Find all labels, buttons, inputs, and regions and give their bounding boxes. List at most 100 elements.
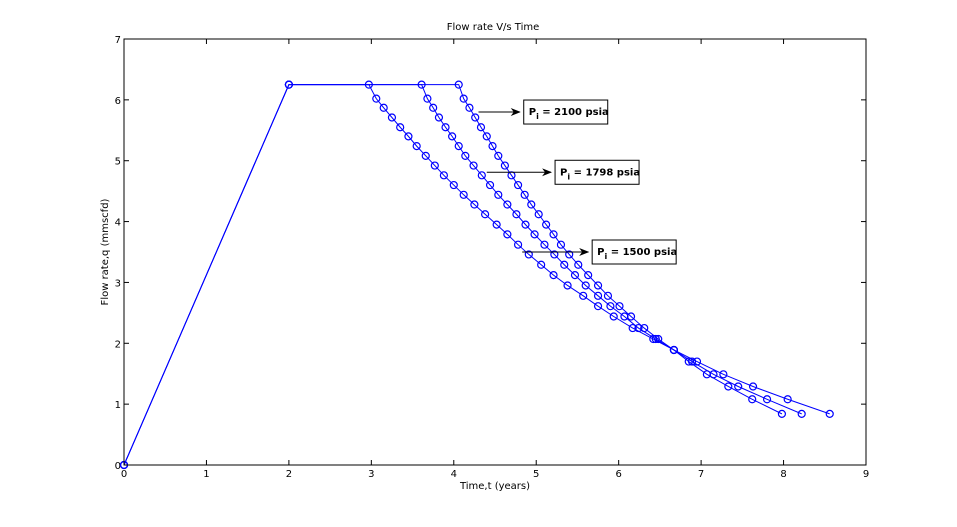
x-axis-label: Time,t (years) [459, 481, 530, 492]
data-point [797, 409, 806, 418]
data-point [560, 260, 569, 269]
data-point [593, 291, 603, 300]
x-tick-label: 0 [121, 469, 127, 480]
data-point [549, 271, 558, 280]
data-point [537, 260, 546, 269]
data-point [513, 180, 523, 190]
data-point [481, 210, 490, 219]
annotation-box [554, 159, 640, 185]
annotation-label-rest: = 1798 psia [570, 167, 640, 178]
annotation-label-rest: = 1500 psia [607, 247, 677, 258]
data-point [459, 94, 468, 103]
data-point [284, 80, 293, 89]
data-point [581, 281, 590, 290]
y-tick-label: 5 [115, 157, 121, 168]
data-point [454, 80, 463, 89]
axes-frame [123, 38, 867, 466]
data-point [550, 250, 559, 259]
data-point [461, 151, 470, 160]
data-point [423, 94, 432, 103]
x-tick-label: 5 [533, 469, 539, 480]
y-axis-label: Flow rate,q (mmscfd) [100, 198, 111, 305]
annotation-box [591, 239, 677, 265]
data-point [579, 291, 588, 300]
data-point [565, 250, 574, 259]
x-tick-label: 4 [451, 469, 457, 480]
annotation-label: Pi = 1798 psia [560, 167, 640, 181]
data-point [684, 357, 693, 366]
data-point [503, 200, 512, 209]
data-point [387, 113, 397, 122]
series-line [123, 84, 830, 466]
annotation-box [523, 99, 609, 125]
data-point [574, 260, 583, 269]
series-line [123, 84, 783, 466]
data-point [396, 123, 405, 132]
data-point [540, 240, 549, 249]
y-tick-label: 3 [115, 278, 121, 289]
x-tick-label: 9 [863, 469, 869, 480]
data-point [556, 240, 566, 249]
data-point [430, 161, 439, 170]
data-point [513, 240, 523, 249]
data-point [524, 250, 533, 259]
data-point [651, 334, 660, 344]
data-point [520, 190, 529, 199]
annotation-label-main: P [529, 107, 536, 118]
data-point [669, 345, 679, 355]
data-point [379, 103, 388, 112]
data-point [441, 123, 450, 132]
x-tick-label: 2 [286, 469, 292, 480]
data-point [628, 323, 637, 333]
data-point [476, 123, 486, 132]
data-point [542, 220, 551, 229]
data-point [470, 200, 479, 209]
data-point [454, 142, 463, 151]
data-point [434, 113, 444, 122]
data-point [762, 395, 772, 404]
data-point [626, 312, 636, 321]
annotation-label: Pi = 1500 psia [597, 247, 677, 261]
x-tick-label: 3 [368, 469, 374, 480]
data-point [372, 94, 381, 103]
data-point [448, 132, 457, 141]
data-point [748, 395, 757, 404]
y-tick-label: 4 [115, 218, 121, 229]
data-point [500, 161, 509, 170]
x-tick-label: 6 [615, 469, 621, 480]
data-point [825, 409, 834, 418]
data-point [549, 230, 558, 239]
data-point [603, 291, 613, 300]
annotation-label-main: P [597, 247, 604, 258]
x-tick-label: 1 [203, 469, 209, 480]
data-point [477, 171, 486, 180]
annotation-label-main: P [560, 167, 567, 178]
series-line [123, 84, 802, 466]
data-point [748, 382, 758, 391]
chart-title: Flow rate V/s Time [447, 22, 540, 33]
annotation-label-sub: i [567, 172, 570, 181]
data-point [593, 302, 603, 311]
data-point [494, 190, 503, 199]
data-point [634, 323, 643, 333]
data-point [492, 220, 501, 229]
y-tick-label: 0 [115, 461, 121, 472]
data-point [606, 302, 615, 311]
data-point [584, 271, 593, 280]
data-point [494, 151, 503, 160]
data-point [640, 323, 649, 333]
data-point [449, 180, 458, 190]
data-point [609, 312, 618, 321]
data-point [783, 395, 792, 404]
annotation-label-sub: i [536, 112, 539, 121]
data-point [534, 210, 543, 219]
y-tick-label: 7 [115, 35, 121, 46]
data-point [412, 142, 421, 151]
data-point [429, 103, 438, 112]
annotation-label-rest: = 2100 psia [539, 107, 609, 118]
data-point [421, 151, 430, 160]
y-tick-label: 1 [115, 400, 121, 411]
data-point [593, 281, 603, 290]
data-point [777, 409, 787, 418]
